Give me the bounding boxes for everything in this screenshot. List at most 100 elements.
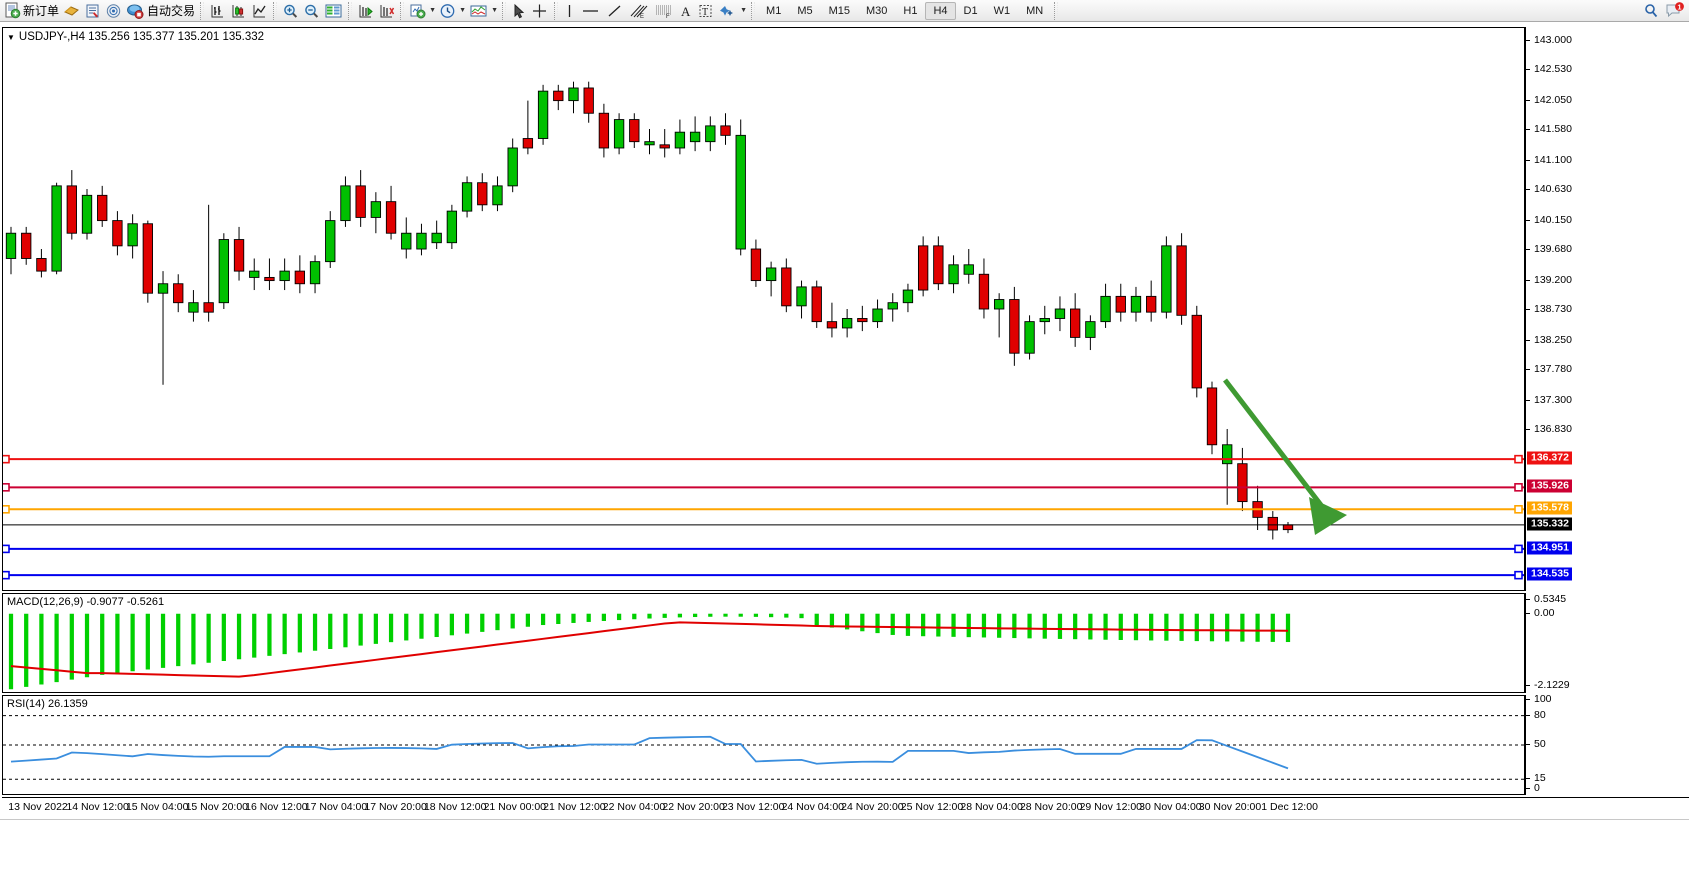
time-axis-label: 23 Nov 12:00 (721, 801, 785, 813)
price-tick (1526, 429, 1530, 431)
time-axis-label: 21 Nov 12:00 (543, 801, 606, 813)
cursor-icon (514, 3, 525, 18)
symbol-ohlc-text: USDJPY-,H4 135.256 135.377 135.201 135.3… (18, 31, 265, 43)
price-tick-label: 143.000 (1534, 33, 1572, 46)
text-label-button[interactable]: T (695, 1, 716, 21)
rsi-tick (1526, 699, 1530, 700)
periods-button[interactable] (437, 1, 458, 21)
autotrading-button[interactable]: 自动交易 (124, 1, 197, 21)
price-tick (1526, 159, 1530, 161)
crosshair-button[interactable] (528, 1, 551, 21)
price-tick-label: 139.680 (1534, 243, 1572, 256)
macd-tick (1526, 612, 1530, 614)
price-tick (1526, 399, 1530, 401)
search-button[interactable] (1641, 1, 1663, 21)
price-tick-label: 139.200 (1534, 273, 1572, 286)
market-watch-button[interactable] (322, 1, 345, 21)
chart-window[interactable]: ▼ USDJPY-,H4 135.256 135.377 135.201 135… (0, 22, 1689, 881)
templates-dropdown-arrow[interactable]: ▼ (491, 7, 498, 14)
zoom-in-button[interactable] (280, 1, 301, 21)
time-axis-label: 24 Nov 20:00 (841, 801, 904, 813)
indicators-dropdown-arrow[interactable]: ▼ (429, 7, 436, 14)
zoom-out-button[interactable] (301, 1, 322, 21)
trendline-button[interactable] (603, 1, 626, 21)
rsi-pane[interactable]: RSI(14) 26.1359 (2, 695, 1525, 795)
horizontal-line-icon (583, 9, 599, 12)
notification-count: 1 (1677, 3, 1681, 12)
line-chart-icon (253, 4, 266, 17)
new-order-button[interactable]: 新订单 (2, 1, 61, 21)
bottom-strip (0, 819, 1689, 881)
time-axis[interactable]: 13 Nov 2022 14 Nov 12:00 15 Nov 04:00 15 No… (2, 797, 1689, 819)
rsi-scale-label: 100 (1534, 693, 1552, 705)
price-tick (1526, 279, 1530, 281)
support-line-tag[interactable]: 134.535 (1527, 567, 1572, 581)
indicators-button[interactable] (407, 1, 428, 21)
time-axis-label: 16 Nov 12:00 (245, 801, 308, 813)
time-axis-label: 1 Dec 12:00 (1261, 801, 1318, 813)
rsi-scale: 100 80 50 15 0 (1525, 693, 1689, 795)
price-pane[interactable]: ▼ USDJPY-,H4 135.256 135.377 135.201 135… (2, 27, 1525, 591)
price-tick (1526, 309, 1530, 311)
price-tick-label: 136.830 (1534, 423, 1572, 436)
signals-button[interactable] (103, 1, 124, 21)
notification-button[interactable]: 1 (1663, 1, 1687, 21)
text-icon: A (681, 4, 691, 19)
fibonacci-icon: F (656, 5, 672, 19)
price-tick-label: 141.580 (1534, 123, 1572, 136)
candlestick-chart-button[interactable] (228, 1, 249, 21)
chart-menu-caret-icon[interactable]: ▼ (7, 32, 15, 42)
timeframe-mn[interactable]: MN (1026, 4, 1044, 17)
shapes-dropdown-arrow[interactable]: ▼ (740, 7, 747, 14)
entry-line-tag[interactable]: 135.578 (1527, 501, 1572, 515)
templates-button[interactable] (467, 1, 490, 21)
timeframe-m1[interactable]: M1 (766, 4, 782, 17)
svg-text:A: A (681, 4, 691, 19)
macd-canvas (8, 613, 1291, 690)
signals-icon (106, 3, 121, 18)
time-axis-label: 25 Nov 12:00 (900, 801, 964, 813)
cursor-button[interactable] (509, 1, 528, 21)
toolbar-separator (1054, 1, 1059, 20)
svg-text:F: F (666, 14, 670, 19)
timeframe-d1[interactable]: D1 (963, 4, 978, 17)
text-button[interactable]: A (676, 1, 695, 21)
current-price-line-tag[interactable]: 135.332 (1527, 517, 1572, 531)
candlestick-chart-icon (232, 4, 245, 17)
fibonacci-button[interactable]: F (651, 1, 676, 21)
auto-scroll-button[interactable] (355, 1, 376, 21)
macd-pane[interactable]: MACD(12,26,9) -0.9077 -0.5261 (2, 593, 1525, 693)
line-chart-button[interactable] (249, 1, 270, 21)
price-tick-label: 142.050 (1534, 93, 1572, 106)
price-tick-label: 140.630 (1534, 183, 1572, 196)
price-tick-label: 140.150 (1534, 213, 1572, 226)
price-chart-canvas[interactable] (3, 28, 1524, 590)
price-tick (1526, 249, 1530, 251)
price-scale[interactable]: 143.000 142.530 142.050 141.580 141.100 140.6… (1525, 27, 1689, 591)
resistance-line-tag[interactable]: 135.926 (1527, 479, 1572, 493)
expert-advisor-button[interactable] (61, 1, 82, 21)
horizontal-line-button[interactable] (578, 1, 603, 21)
timeframe-h1[interactable]: H1 (903, 4, 918, 17)
data-window-button[interactable] (82, 1, 103, 21)
time-axis-label: 28 Nov 20:00 (1019, 801, 1083, 813)
time-axis-label: 17 Nov 20:00 (364, 801, 427, 813)
price-tick-label: 141.100 (1534, 153, 1572, 166)
equidistant-channel-button[interactable]: E (626, 1, 651, 21)
timeframe-m30[interactable]: M30 (866, 4, 888, 17)
chart-symbol-header: ▼ USDJPY-,H4 135.256 135.377 135.201 135… (7, 31, 264, 43)
bar-chart-button[interactable] (207, 1, 228, 21)
price-tick-label: 142.530 (1534, 63, 1572, 76)
timeframe-m5[interactable]: M5 (797, 4, 813, 17)
timeframe-m15[interactable]: M15 (828, 4, 850, 17)
time-axis-label: 24 Nov 04:00 (781, 801, 845, 813)
resistance-line-tag[interactable]: 136.372 (1527, 451, 1572, 465)
periods-dropdown-arrow[interactable]: ▼ (459, 7, 466, 14)
chart-shift-button[interactable] (376, 1, 397, 21)
timeframe-h4[interactable]: H4 (925, 1, 956, 20)
timeframe-w1[interactable]: W1 (993, 4, 1011, 17)
vertical-line-button[interactable] (561, 1, 578, 21)
shapes-button[interactable] (716, 1, 739, 21)
support-line-tag[interactable]: 134.951 (1527, 541, 1572, 555)
vertical-line-icon (568, 4, 571, 17)
